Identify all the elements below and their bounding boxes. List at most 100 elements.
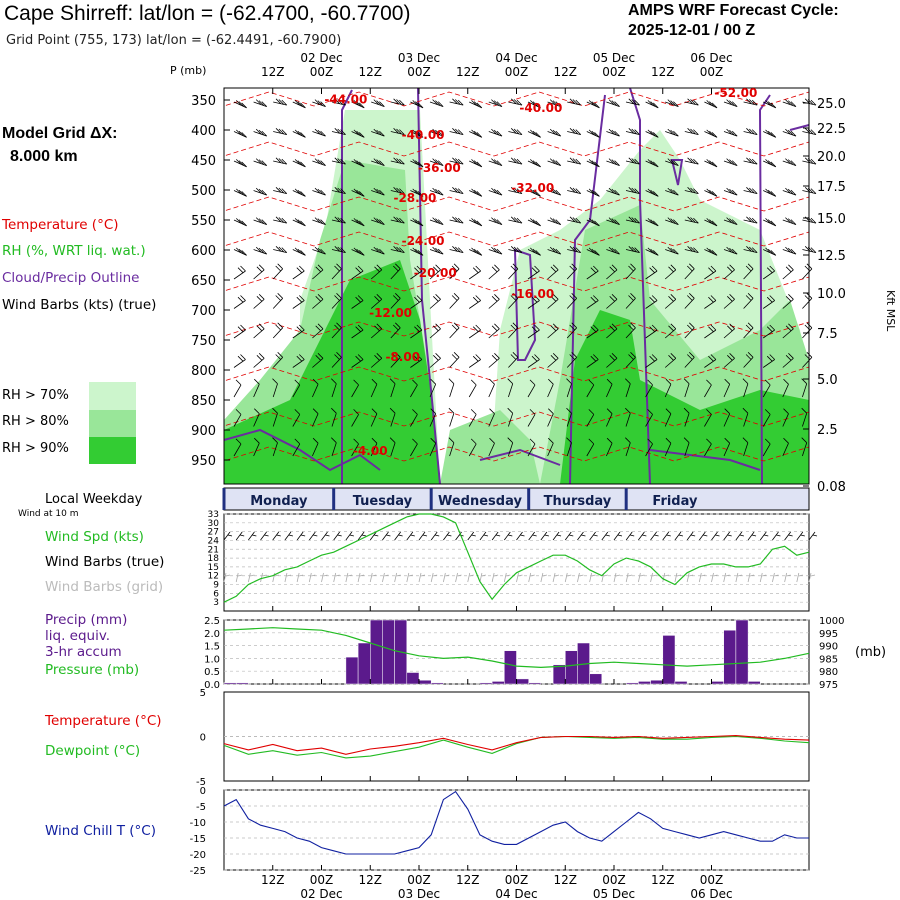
wind-barb [488, 158, 503, 166]
temperature-label: -40.00 [402, 128, 445, 142]
precip-bar [650, 679, 664, 685]
wind-barb [547, 246, 562, 255]
precip-bar [345, 656, 359, 685]
wind-barb [468, 354, 481, 368]
wind-chill-tick-label: -10 [190, 818, 206, 829]
pressure-tick-label: 400 [191, 124, 216, 139]
wind-barb [704, 218, 718, 227]
wind-barb [389, 378, 396, 398]
wind-barb-true [589, 531, 598, 541]
height-axis-title: Kft MSL [884, 290, 897, 332]
top-time-tick-label: 12Z [261, 65, 285, 79]
wind-barb [292, 324, 305, 339]
wind-barb [547, 217, 562, 225]
wind-barb [782, 353, 794, 368]
wind-barb [586, 218, 600, 227]
wind-barb [370, 323, 383, 339]
wind-barb [233, 188, 247, 197]
dewpoint-line [223, 735, 810, 759]
wind-barb [645, 409, 653, 427]
wind-barb [743, 293, 754, 309]
wind-barb-grid [333, 572, 340, 583]
wind-barb [448, 437, 455, 457]
wind-barb [429, 437, 437, 457]
wind-barb [606, 264, 618, 280]
wind-barb [645, 129, 659, 138]
isotherm-line-1 [223, 141, 810, 157]
wind-barb [272, 378, 278, 398]
wind-barb [762, 354, 775, 368]
wind-barb [762, 265, 775, 280]
wind-barb-grid [711, 572, 718, 583]
wind-barb-true [382, 531, 391, 541]
precip-bar [504, 650, 517, 685]
wind-barb-grid [369, 572, 377, 583]
wind-barb [410, 265, 423, 280]
wind-barb [527, 188, 541, 197]
wind-barb [762, 409, 771, 427]
wind-barb [763, 129, 777, 138]
wind-barb-grid [637, 572, 645, 583]
wind-barb [606, 378, 613, 398]
pressure-axis-title: P (mb) [170, 64, 206, 77]
precip-bar [711, 681, 724, 685]
wind-speed-tick-label: 30 [208, 519, 220, 529]
wind-barb-true [759, 531, 769, 541]
isotherm-line-0 [223, 91, 810, 107]
wind-barb [723, 378, 731, 398]
wind-barb [723, 323, 735, 339]
wind-barb [527, 379, 536, 398]
wind-barb [273, 98, 288, 106]
wind-barb [566, 378, 572, 398]
pressure-tick-label: 700 [191, 304, 216, 319]
wind-barb-grid [455, 572, 462, 583]
wind-barb [469, 247, 483, 256]
wind-barb-true [223, 531, 233, 541]
wind-barb-grid [235, 572, 243, 583]
temperature-label: -40.00 [519, 101, 562, 115]
wind-barb [390, 157, 405, 165]
wind-barb [410, 100, 424, 109]
wind-barb [625, 352, 636, 368]
wind-barb [762, 295, 775, 309]
top-date-label: 02 Dec [300, 51, 342, 65]
precip-bar [382, 619, 395, 685]
temperature-label: -52.00 [714, 86, 757, 100]
wind-barb [253, 264, 265, 280]
wind-barb [547, 323, 559, 339]
wind-barb [508, 246, 523, 253]
wind-barb [664, 378, 672, 398]
precip-bar [638, 681, 651, 685]
wind-barb [488, 187, 503, 196]
weekday-label: Friday [652, 494, 698, 509]
top-time-tick-label: 12Z [359, 65, 383, 79]
wind-barb [272, 263, 283, 280]
wind-barb-true [345, 531, 354, 541]
height-tick-label: 15.0 [817, 212, 846, 227]
wind-chill-panel [223, 789, 810, 871]
wind-barb [469, 159, 483, 168]
wind-barb [743, 322, 754, 339]
height-tick-label: 0.08 [817, 480, 846, 495]
wind-barb-true [284, 531, 294, 541]
wind-barb-grid [796, 572, 803, 583]
wind-barb [704, 265, 717, 280]
wind-barb [331, 263, 342, 280]
wind-barb [743, 246, 758, 253]
wind-barb-true [248, 531, 257, 541]
bottom-date-label: 06 Dec [690, 887, 732, 900]
wind-barb [410, 159, 424, 168]
wind-barb-true [625, 531, 635, 541]
wind-barb [410, 247, 424, 256]
wind-barb [665, 246, 679, 255]
wind-barb [762, 324, 775, 339]
wind-barb [253, 378, 260, 398]
isotherm-line-4 [223, 276, 810, 292]
height-tick-label: 5.0 [817, 373, 838, 388]
wind-barb [312, 408, 319, 427]
wind-barb [743, 98, 758, 106]
wind-barb [233, 247, 247, 256]
wind-barb [625, 216, 640, 224]
wind-barb [684, 98, 699, 106]
bottom-date-label: 05 Dec [593, 887, 635, 900]
